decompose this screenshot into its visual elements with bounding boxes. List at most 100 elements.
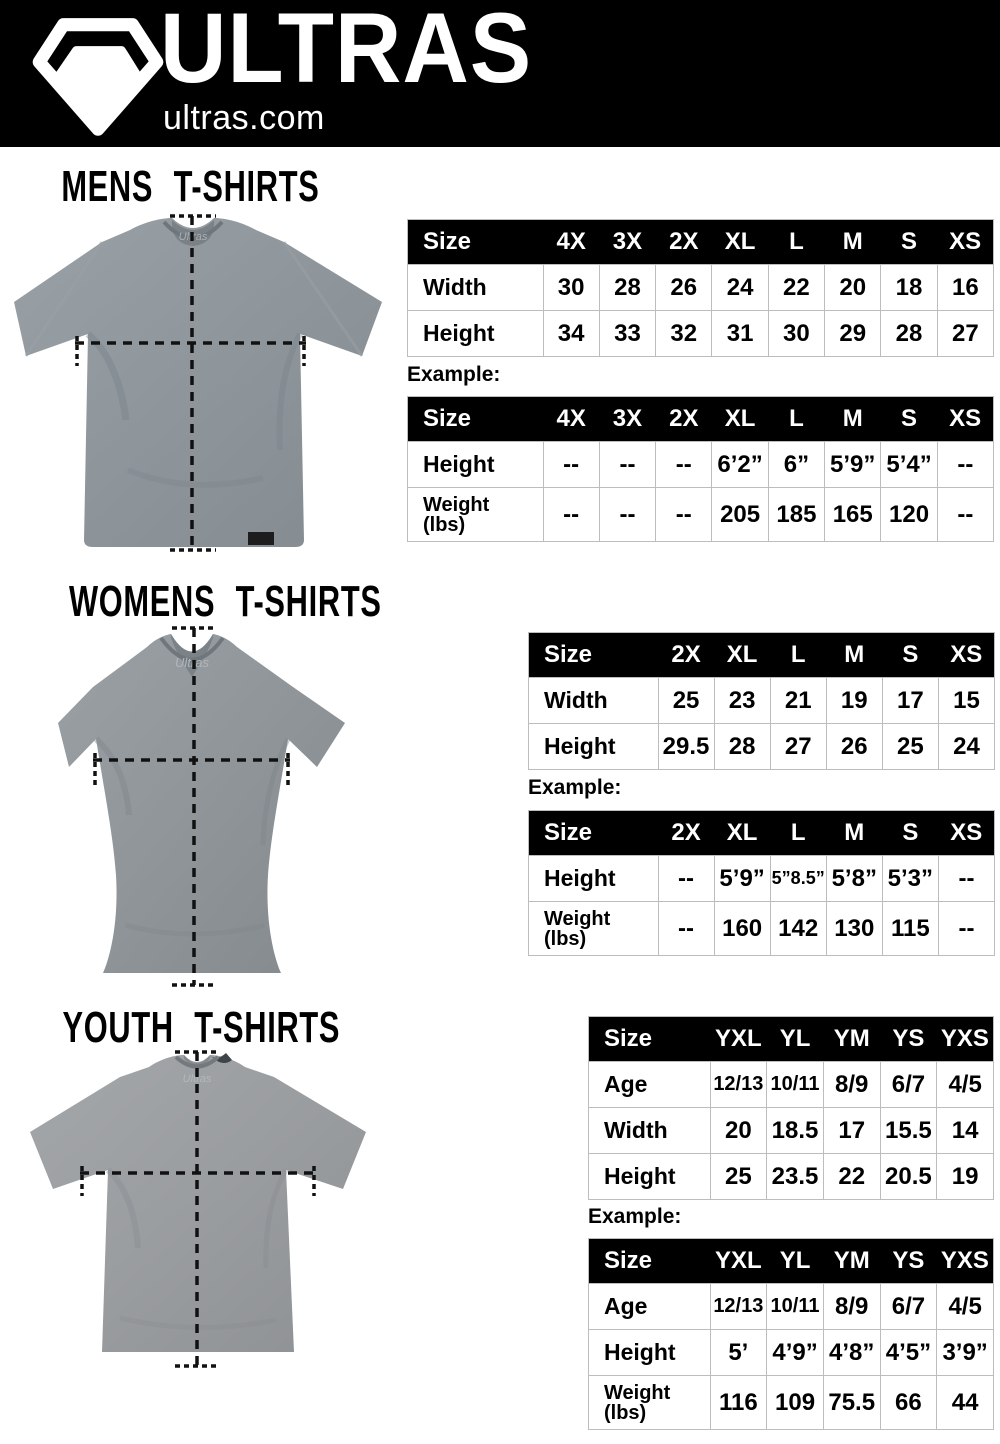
value-cell: 4’8” (822, 1329, 881, 1376)
column-header: L (770, 632, 827, 678)
table-row: Weight (lbs) -- 160 142 130 115 -- (528, 901, 996, 956)
row-label-cell: Weight (lbs) (528, 901, 659, 956)
column-header: YXL (710, 1238, 767, 1284)
column-header: XS (938, 632, 995, 678)
mens-example-table: Size 4X 3X 2X XL L M S XS Height -- -- -- 6’2” 6” 5’9” 5… (407, 396, 995, 542)
value-cell: 20.5 (879, 1153, 938, 1200)
mens-size-table: Size 4X 3X 2X XL L M S XS Width 30 28 26 24 22 20 18 16 He… (407, 219, 995, 357)
youth-size-table: Size YXL YL YM YS YXS Age 12/13 10/11 8/9 6/7 4/5 Wi… (588, 1016, 994, 1200)
column-header: YM (823, 1238, 881, 1284)
value-cell: 28 (713, 723, 771, 770)
mens-measurement-lines (75, 214, 306, 552)
womens-shirt-image: Ultras (58, 626, 345, 987)
value-cell: -- (936, 487, 995, 542)
site-url: ultras.com (163, 99, 325, 137)
row-label-cell: Height (407, 310, 544, 357)
value-cell: 160 (713, 901, 771, 956)
value-cell: 23.5 (766, 1153, 824, 1200)
column-header: YS (880, 1016, 937, 1062)
header-row: Size 2X XL L M S XS (528, 810, 995, 856)
value-cell: 44 (936, 1375, 994, 1430)
value-cell: 15.5 (879, 1107, 938, 1154)
womens-measurement-lines (93, 626, 290, 987)
value-cell: 4/5 (936, 1283, 994, 1330)
value-cell: 115 (881, 901, 939, 956)
collar-label: Ultras (183, 1073, 212, 1085)
table-row: Height 25 23.5 22 20.5 19 (588, 1153, 994, 1200)
value-cell: 19 (936, 1153, 994, 1200)
size-column-header: Size (528, 632, 658, 678)
value-cell: 130 (825, 901, 883, 956)
column-header: S (882, 632, 939, 678)
womens-size-table: Size 2X XL L M S XS Width 25 23 21 19 17 15 Height 29.5… (528, 632, 996, 770)
value-cell: 116 (709, 1375, 768, 1430)
value-cell: -- (937, 901, 996, 956)
column-header: M (824, 219, 881, 265)
youth-measurement-lines (80, 1050, 316, 1368)
column-header: 2X (655, 396, 712, 442)
value-cell: 75.5 (822, 1375, 881, 1430)
column-header: YL (766, 1238, 824, 1284)
womens-example-label: Example: (528, 776, 622, 799)
column-header: M (826, 632, 883, 678)
value-cell: 10/11 (766, 1283, 824, 1330)
hem-tag (248, 532, 274, 545)
header-row: Size YXL YL YM YS YXS (588, 1238, 994, 1284)
value-cell: 109 (766, 1375, 824, 1430)
value-cell: 5”8.5” (769, 855, 827, 902)
table-row: Height -- -- -- 6’2” 6” 5’9” 5’4” -- (407, 441, 995, 488)
value-cell: 14 (936, 1107, 994, 1154)
value-cell: 15 (937, 677, 996, 724)
table-row: Width 20 18.5 17 15.5 14 (588, 1107, 994, 1154)
value-cell: 20 (709, 1107, 768, 1154)
value-cell: -- (657, 855, 715, 902)
value-cell: 205 (711, 487, 769, 542)
value-cell: -- (655, 487, 713, 542)
column-header: 3X (599, 219, 656, 265)
value-cell: 25 (657, 677, 715, 724)
value-cell: 29 (824, 310, 882, 357)
value-cell: 33 (598, 310, 657, 357)
value-cell: 17 (822, 1107, 881, 1154)
size-column-header: Size (588, 1238, 710, 1284)
column-header: L (768, 219, 825, 265)
youth-shirt-image: Ultras (30, 1050, 366, 1368)
value-cell: 19 (825, 677, 883, 724)
youth-example-label: Example: (588, 1205, 682, 1228)
value-cell: 30 (767, 310, 826, 357)
column-header: S (880, 219, 938, 265)
value-cell: -- (542, 441, 600, 488)
table-row: Age 12/13 10/11 8/9 6/7 4/5 (588, 1283, 994, 1330)
value-cell: 3’9” (936, 1329, 994, 1376)
row-label-cell: Width (588, 1107, 711, 1154)
womens-example-table: Size 2X XL L M S XS Height -- 5’9” 5”8.5” 5’8” 5’3” -… (528, 810, 996, 956)
value-cell: 29.5 (657, 723, 715, 770)
value-cell: 24 (937, 723, 996, 770)
value-cell: 21 (769, 677, 827, 724)
value-cell: 10/11 (766, 1061, 824, 1108)
pentagon-crest-icon (32, 18, 164, 136)
column-header: M (826, 810, 883, 856)
brand-name: ULTRAS (160, 0, 533, 103)
womens-shirt-shape: Ultras (58, 634, 345, 973)
womens-section-title: WOMENS T-SHIRTS (68, 577, 382, 626)
table-row: Weight (lbs) -- -- -- 205 185 165 120 -- (407, 487, 995, 542)
row-label-cell: Height (528, 855, 659, 902)
value-cell: 120 (880, 487, 938, 542)
value-cell: 8/9 (822, 1283, 881, 1330)
value-cell: 28 (880, 310, 938, 357)
column-header: L (770, 810, 827, 856)
value-cell: 5’4” (880, 441, 938, 488)
column-header: S (880, 396, 938, 442)
value-cell: 31 (711, 310, 769, 357)
value-cell: -- (657, 901, 715, 956)
value-cell: 28 (598, 264, 657, 311)
row-label-cell: Age (588, 1061, 711, 1108)
column-header: XL (711, 219, 769, 265)
column-header: YS (880, 1238, 937, 1284)
column-header: 2X (655, 219, 712, 265)
table-row: Height 34 33 32 31 30 29 28 27 (407, 310, 995, 357)
value-cell: 12/13 (709, 1283, 768, 1330)
value-cell: 6” (767, 441, 826, 488)
